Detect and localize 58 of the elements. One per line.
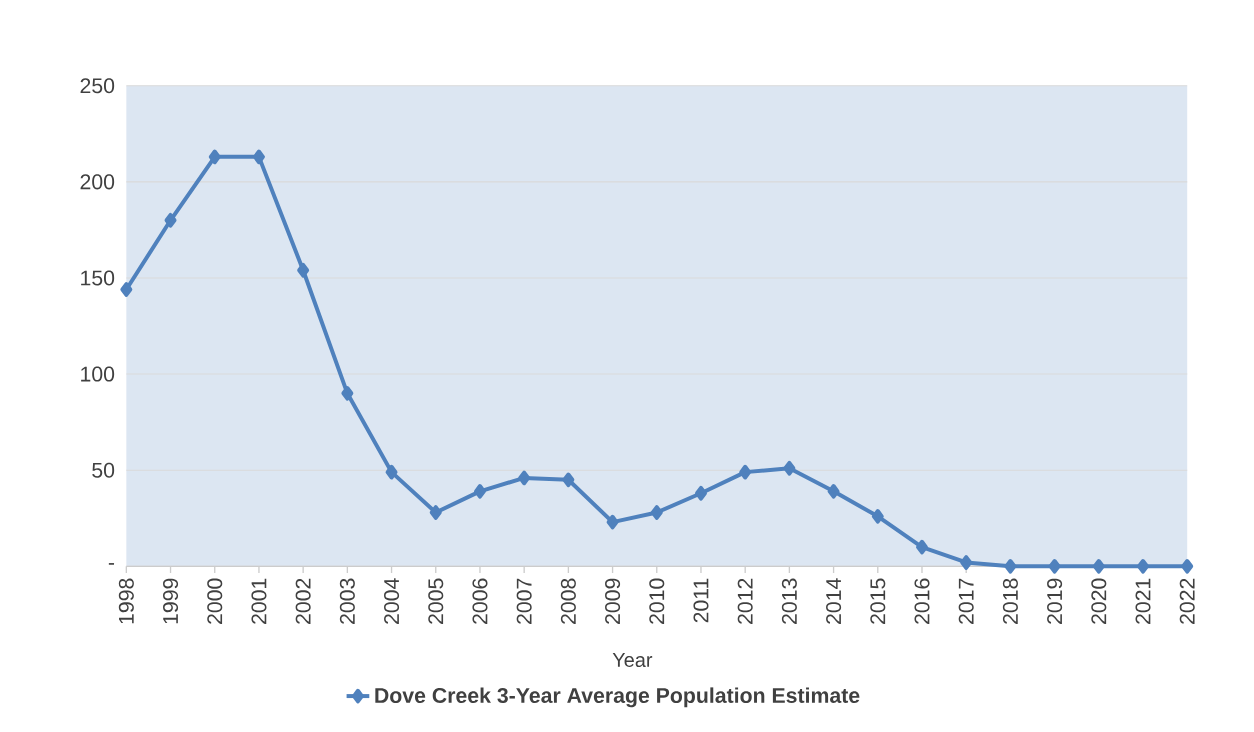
point [473,484,486,499]
x-tick-label: 2018 [1002,578,1018,624]
x-tick-label: 2006 [472,578,488,624]
x-tick-label: 2015 [870,578,886,624]
point [783,461,796,476]
point [297,263,310,278]
point [341,386,354,401]
point [1004,559,1017,574]
point [960,555,973,570]
point [518,470,531,486]
x-tick-label: 2011 [693,578,709,623]
x-tick-label: 2000 [207,578,223,624]
x-tick-label: 2012 [737,578,753,624]
x-tick-label: 2004 [384,578,400,624]
point [208,149,221,165]
point [429,505,442,520]
x-tick-label: 2007 [516,578,532,624]
x-tick-label: 2014 [826,578,842,624]
y-tick-label: 50 [92,462,115,478]
point [1092,559,1105,574]
point [1137,559,1149,574]
y-tick-label: 250 [80,78,115,94]
y-tick-label: 200 [80,174,115,190]
y-tick-label: 150 [81,270,115,286]
x-tick-label: 2002 [295,578,311,624]
point [871,509,884,524]
y-tick-label: - [108,563,115,565]
point [606,514,619,530]
x-tick-label: 2009 [605,578,621,624]
point [1048,559,1061,574]
x-tick-label: 2019 [1047,578,1063,624]
point [739,464,752,480]
point [650,505,663,520]
point [385,464,398,480]
point [916,539,928,555]
x-tick-label: 2008 [560,578,576,624]
x-tick-label: 2017 [958,578,974,624]
x-tick-label: 1998 [118,578,134,624]
x-tick-label: 2020 [1091,578,1107,624]
x-tick-label: 2013 [781,578,797,624]
point [252,149,265,165]
point [120,282,133,297]
point [164,213,177,228]
y-tick-label: 100 [81,366,115,382]
point [827,484,840,499]
x-tick-label: 2010 [649,578,665,624]
point [562,472,575,488]
legend-label: Dove Creek 3-Year Average Population Estimate [375,687,860,708]
x-tick-label: 2016 [914,578,930,624]
x-tick-label: 2003 [339,578,355,624]
x-tick-label: 2001 [251,578,267,624]
point [1181,559,1194,574]
x-axis-title: Year [612,653,653,668]
point [694,486,707,501]
x-tick-label: 2005 [428,578,444,624]
x-tick-label: 1999 [163,578,179,624]
x-tick-label: 2021 [1135,578,1151,624]
x-tick-label: 2022 [1179,578,1195,624]
